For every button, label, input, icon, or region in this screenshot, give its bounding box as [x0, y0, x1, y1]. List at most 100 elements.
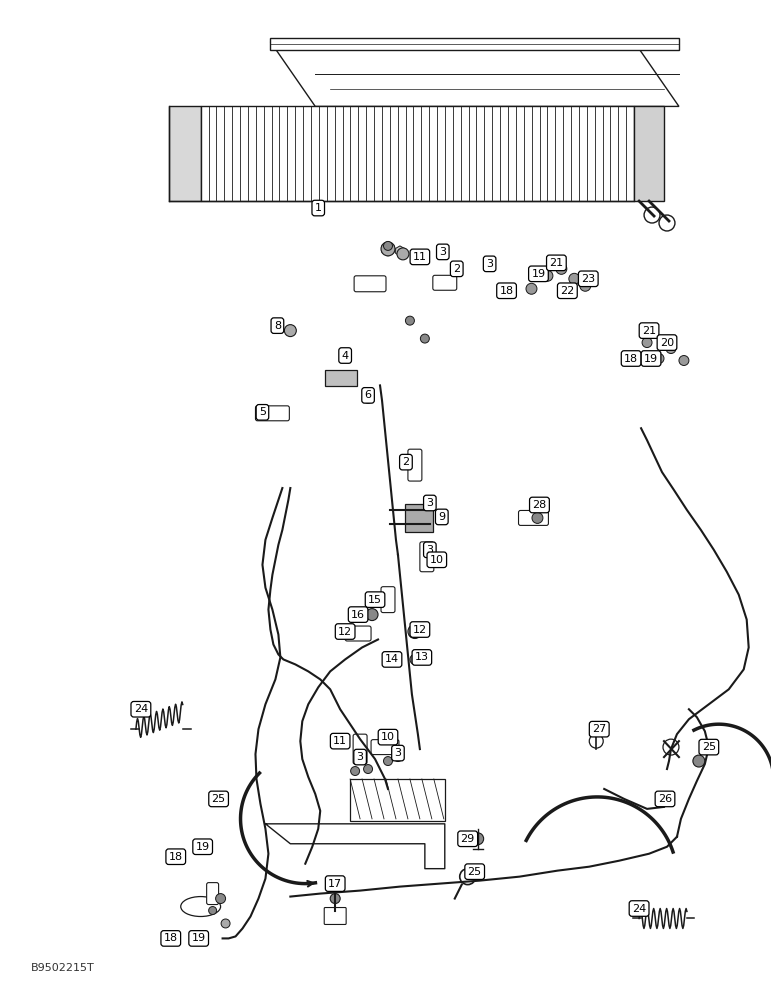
Text: 3: 3 — [426, 545, 433, 555]
FancyBboxPatch shape — [433, 275, 457, 290]
Circle shape — [381, 242, 395, 256]
FancyBboxPatch shape — [519, 510, 548, 525]
Polygon shape — [395, 246, 405, 256]
FancyBboxPatch shape — [353, 734, 367, 764]
Polygon shape — [201, 106, 634, 201]
Text: 13: 13 — [415, 652, 429, 662]
Text: 15: 15 — [368, 595, 382, 605]
Circle shape — [215, 894, 225, 904]
Polygon shape — [270, 38, 679, 50]
Text: 3: 3 — [426, 498, 433, 508]
Circle shape — [366, 609, 378, 621]
Circle shape — [654, 354, 664, 363]
FancyBboxPatch shape — [405, 504, 433, 532]
Circle shape — [421, 334, 429, 343]
Circle shape — [364, 765, 373, 774]
Circle shape — [556, 263, 567, 274]
Text: 14: 14 — [385, 654, 399, 664]
Circle shape — [659, 215, 675, 231]
Circle shape — [472, 833, 483, 845]
Text: 18: 18 — [164, 933, 178, 943]
Text: 29: 29 — [461, 834, 475, 844]
Text: 26: 26 — [658, 794, 672, 804]
Text: 3: 3 — [394, 748, 401, 758]
Circle shape — [408, 625, 422, 638]
FancyBboxPatch shape — [207, 883, 218, 905]
Text: 17: 17 — [328, 879, 342, 889]
FancyBboxPatch shape — [354, 276, 386, 292]
Text: 19: 19 — [195, 842, 210, 852]
Text: 3: 3 — [439, 247, 446, 257]
FancyBboxPatch shape — [324, 908, 346, 924]
Circle shape — [394, 753, 402, 762]
Text: 4: 4 — [341, 351, 349, 361]
Text: 2: 2 — [402, 457, 409, 467]
Text: 12: 12 — [338, 627, 352, 637]
Polygon shape — [382, 242, 394, 256]
FancyBboxPatch shape — [325, 370, 357, 386]
Circle shape — [526, 283, 537, 294]
FancyBboxPatch shape — [408, 449, 422, 481]
Text: 24: 24 — [134, 704, 148, 714]
Circle shape — [363, 393, 373, 403]
Circle shape — [532, 512, 543, 523]
Text: 10: 10 — [381, 732, 395, 742]
FancyBboxPatch shape — [371, 740, 399, 755]
Circle shape — [666, 344, 676, 354]
Circle shape — [350, 767, 360, 776]
Circle shape — [387, 654, 397, 664]
Text: 3: 3 — [486, 259, 493, 269]
Circle shape — [208, 907, 217, 915]
Text: 2: 2 — [453, 264, 460, 274]
Circle shape — [410, 654, 420, 664]
Text: 11: 11 — [413, 252, 427, 262]
Circle shape — [221, 919, 230, 928]
Text: 1: 1 — [315, 203, 322, 213]
Polygon shape — [169, 106, 201, 201]
Circle shape — [438, 248, 447, 257]
Text: 20: 20 — [660, 338, 674, 348]
Text: 27: 27 — [592, 724, 606, 734]
Text: 16: 16 — [351, 610, 365, 620]
Text: 18: 18 — [624, 354, 638, 364]
Circle shape — [397, 248, 409, 260]
Text: 10: 10 — [430, 555, 444, 565]
FancyBboxPatch shape — [381, 587, 395, 613]
Circle shape — [569, 273, 580, 284]
Text: 25: 25 — [212, 794, 225, 804]
Ellipse shape — [181, 897, 221, 916]
Text: 21: 21 — [550, 258, 564, 268]
Text: 28: 28 — [533, 500, 547, 510]
Text: 3: 3 — [357, 752, 364, 762]
Circle shape — [642, 338, 652, 348]
FancyBboxPatch shape — [420, 542, 434, 572]
Text: 19: 19 — [191, 933, 206, 943]
Polygon shape — [634, 106, 664, 201]
Text: 19: 19 — [644, 354, 658, 364]
Text: B9502215T: B9502215T — [32, 963, 95, 973]
Text: 8: 8 — [274, 321, 281, 331]
Text: 22: 22 — [560, 286, 574, 296]
Text: 18: 18 — [169, 852, 183, 862]
Text: 5: 5 — [259, 407, 266, 417]
Circle shape — [284, 325, 296, 337]
Circle shape — [330, 894, 340, 904]
Polygon shape — [270, 42, 679, 106]
Circle shape — [542, 270, 553, 281]
Text: 24: 24 — [632, 904, 646, 914]
Circle shape — [589, 734, 603, 748]
Circle shape — [693, 755, 705, 767]
Text: 11: 11 — [334, 736, 347, 746]
Circle shape — [384, 241, 392, 250]
Text: 9: 9 — [438, 512, 445, 522]
Text: 21: 21 — [642, 326, 656, 336]
FancyBboxPatch shape — [345, 626, 371, 641]
Text: 25: 25 — [702, 742, 716, 752]
Text: 23: 23 — [581, 274, 595, 284]
Bar — [350, 779, 445, 821]
Circle shape — [405, 316, 415, 325]
Text: 12: 12 — [413, 625, 427, 635]
Circle shape — [580, 280, 591, 291]
Circle shape — [644, 207, 660, 223]
Text: 25: 25 — [468, 867, 482, 877]
